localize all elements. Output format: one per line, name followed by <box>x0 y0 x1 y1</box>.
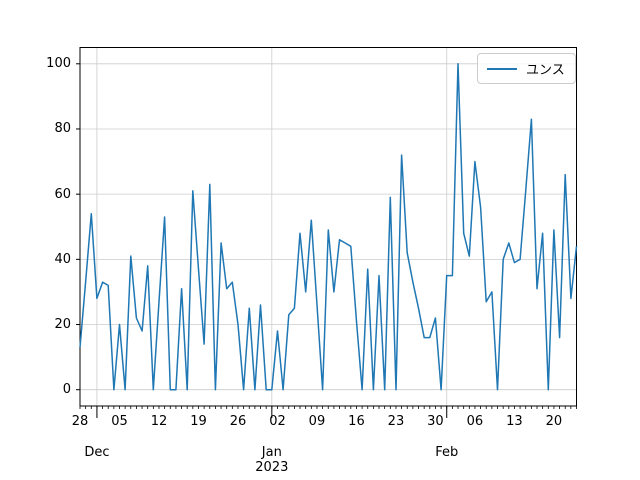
x-tick-label: 26 <box>229 414 247 429</box>
legend-series-label: ユンス <box>526 63 565 78</box>
axes-frame <box>79 47 577 407</box>
y-tick-label: 40 <box>54 251 71 267</box>
x-month-label: Dec <box>84 445 110 460</box>
y-tick-label: 20 <box>54 317 71 333</box>
y-tick-label: 0 <box>62 382 71 398</box>
x-month-label: Jan <box>261 445 282 460</box>
y-tick-label: 60 <box>54 186 71 202</box>
x-tick-label: 05 <box>111 414 128 429</box>
x-year-label: 2023 <box>255 460 289 475</box>
x-tick-label: 12 <box>150 414 168 429</box>
x-tick-label: 02 <box>269 414 286 429</box>
legend-line-sample <box>487 67 517 70</box>
x-tick-label: 20 <box>545 414 563 429</box>
series-line <box>79 63 578 391</box>
x-tick-label: 28 <box>71 414 89 429</box>
y-tick-label: 100 <box>46 56 71 72</box>
x-tick-label: 09 <box>308 414 326 429</box>
legend: ユンス <box>477 53 576 84</box>
x-month-label: Feb <box>435 445 459 460</box>
y-tick-label: 80 <box>54 121 71 137</box>
x-tick-label: 13 <box>506 414 523 429</box>
x-tick-label: 30 <box>427 414 444 429</box>
x-tick-label: 23 <box>387 414 405 429</box>
x-tick-label: 16 <box>348 414 365 429</box>
x-tick-label: 19 <box>190 414 207 429</box>
x-tick-label: 06 <box>466 414 484 429</box>
